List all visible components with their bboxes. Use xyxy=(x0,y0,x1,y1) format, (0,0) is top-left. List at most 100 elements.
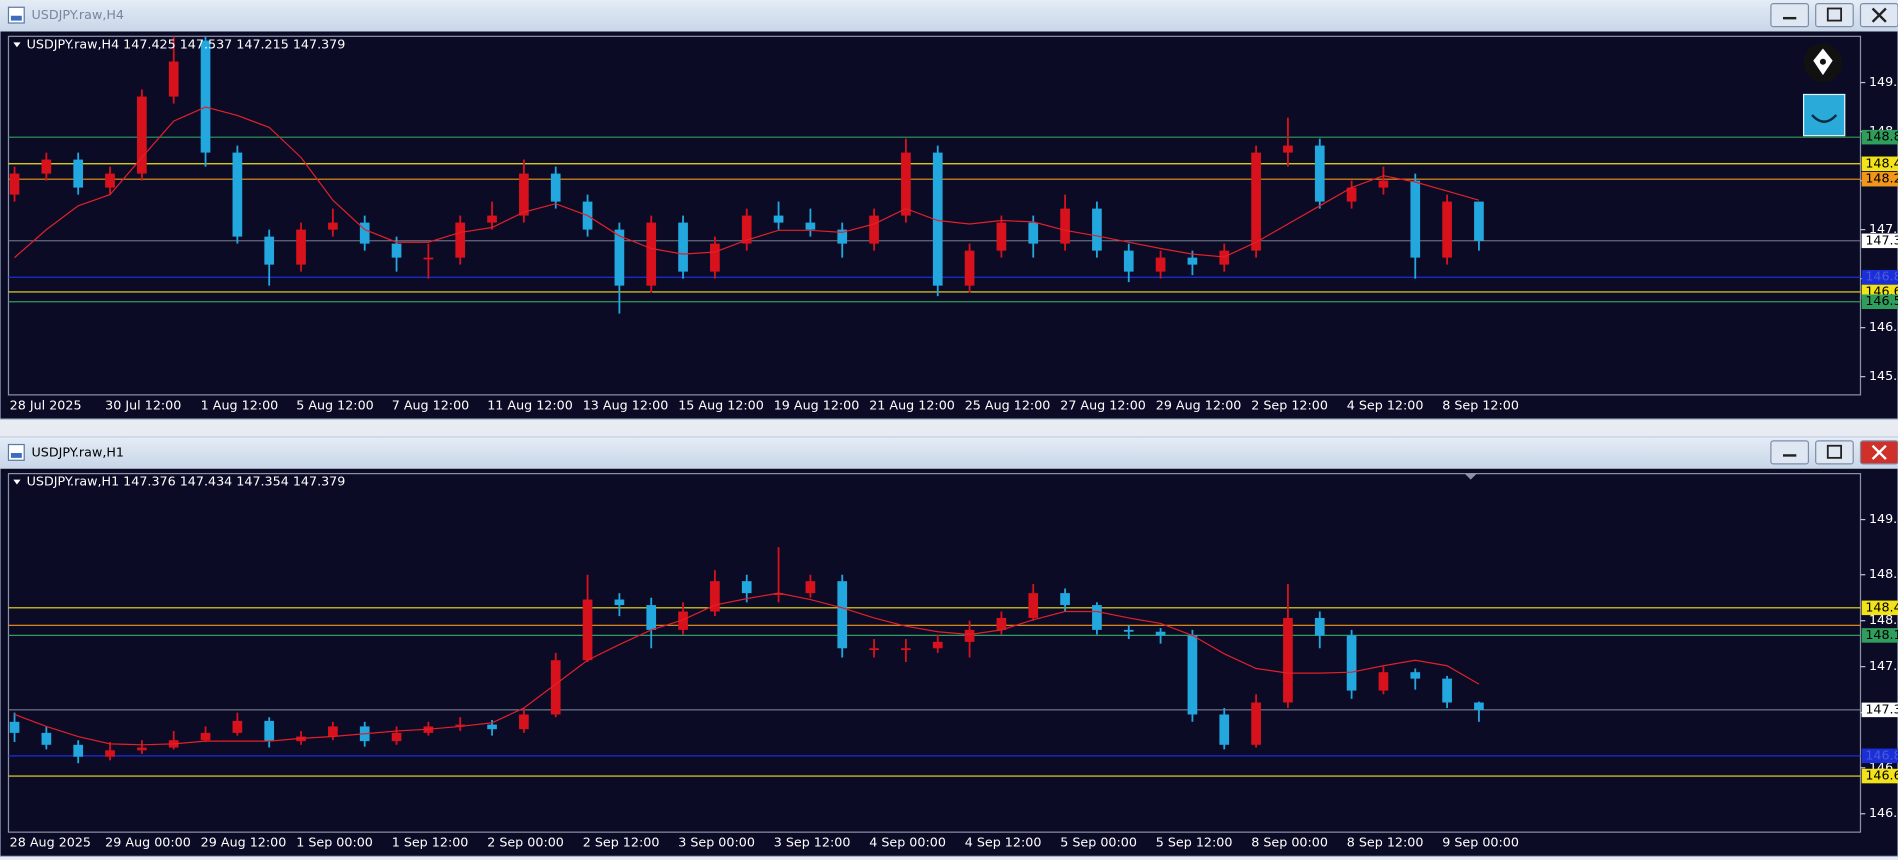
minimize-button[interactable] xyxy=(1770,440,1810,465)
candle-body xyxy=(964,629,975,642)
candle-body xyxy=(1378,180,1389,188)
candle-body xyxy=(1346,635,1357,691)
candle-body xyxy=(1219,714,1230,745)
x-tick-label: 1 Aug 12:00 xyxy=(201,397,279,412)
info-arrow xyxy=(13,42,21,48)
candle-body xyxy=(805,581,816,594)
level-label: 146.8 xyxy=(1865,269,1898,284)
chart-info: USDJPY.raw,H1 147.376 147.434 147.354 14… xyxy=(27,474,346,489)
y-tick-label: 149.6 xyxy=(1869,74,1898,89)
title-bar xyxy=(0,437,1898,469)
candle-body xyxy=(1187,257,1198,265)
x-tick-label: 2 Sep 00:00 xyxy=(487,835,564,850)
moving-average xyxy=(14,106,1480,259)
candle-body xyxy=(41,159,52,174)
plot-content xyxy=(8,547,1861,777)
candle-body xyxy=(646,222,657,286)
candle-body xyxy=(200,732,211,741)
candle-body xyxy=(1060,208,1070,244)
y-tick-label: 148.8 xyxy=(1869,566,1898,581)
chart-info: USDJPY.raw,H4 147.425 147.537 147.215 14… xyxy=(27,36,346,51)
candle-body xyxy=(1410,180,1421,258)
candle-body xyxy=(1123,629,1134,632)
x-tick-label: 5 Aug 12:00 xyxy=(296,397,374,412)
candle-body xyxy=(359,222,370,244)
x-tick-label: 19 Aug 12:00 xyxy=(774,397,860,412)
minimize-glyph xyxy=(1783,454,1797,457)
x-tick-label: 3 Sep 12:00 xyxy=(774,835,851,850)
x-tick-label: 28 Jul 2025 xyxy=(10,397,82,412)
candle-body xyxy=(200,40,211,153)
candle-body xyxy=(1028,222,1039,244)
candle-body xyxy=(1378,672,1389,691)
x-tick-label: 13 Aug 12:00 xyxy=(583,397,669,412)
candle-body xyxy=(550,173,561,202)
x-tick-label: 8 Sep 12:00 xyxy=(1442,397,1519,412)
plot-content xyxy=(8,36,1861,314)
candle-body xyxy=(264,720,275,742)
moving-average xyxy=(14,592,1480,746)
candle-body xyxy=(614,229,625,286)
maximize-button[interactable] xyxy=(1815,3,1854,28)
candle-body xyxy=(1474,201,1484,241)
candle-body xyxy=(519,173,529,216)
scroll-marker xyxy=(1464,473,1477,480)
trader-icon[interactable] xyxy=(1802,93,1846,137)
x-tick-label: 15 Aug 12:00 xyxy=(678,397,764,412)
level-label-box xyxy=(1861,768,1898,784)
x-tick-label: 25 Aug 12:00 xyxy=(965,397,1051,412)
level-label-box xyxy=(1861,156,1898,172)
close-glyph xyxy=(1871,7,1887,23)
candle-body xyxy=(646,605,657,630)
level-label-box xyxy=(1861,628,1898,643)
candle-body xyxy=(328,222,338,230)
minimize-button[interactable] xyxy=(1770,3,1810,28)
maximize-glyph xyxy=(1826,444,1843,459)
window-icon-bar xyxy=(10,453,22,458)
candle-body xyxy=(9,173,20,195)
candle-body xyxy=(1283,617,1293,703)
candle-body xyxy=(678,611,688,630)
candle-body xyxy=(232,152,243,237)
candle-body xyxy=(1346,187,1357,202)
x-tick-label: 7 Aug 12:00 xyxy=(392,397,470,412)
candle-body xyxy=(105,750,115,757)
candle-body xyxy=(869,648,879,651)
candle-body xyxy=(168,61,179,97)
level-label: 146.5 xyxy=(1865,293,1898,308)
candle-body xyxy=(773,593,784,595)
x-tick-label: 8 Sep 00:00 xyxy=(1251,835,1328,850)
candle-body xyxy=(741,215,752,244)
price-label: 147.3 xyxy=(1865,701,1898,716)
candle-body xyxy=(805,222,816,230)
info-arrow xyxy=(13,479,21,485)
y-tick-label: 146.1 xyxy=(1869,319,1898,334)
candle-body xyxy=(391,732,402,742)
candle-body xyxy=(73,744,84,757)
candle-body xyxy=(1155,257,1166,272)
maximize-glyph xyxy=(1826,7,1843,22)
candle-body xyxy=(773,215,784,223)
window-title: USDJPY.raw,H1 xyxy=(31,445,124,460)
maximize-button[interactable] xyxy=(1815,440,1854,465)
level-label-box xyxy=(1861,171,1898,187)
candle-body xyxy=(455,724,466,727)
candle-body xyxy=(391,243,402,258)
candle-body xyxy=(1442,201,1452,258)
x-tick-label: 9 Sep 00:00 xyxy=(1442,835,1519,850)
level-label-box xyxy=(1861,294,1898,310)
candle-body xyxy=(710,581,720,612)
window-icon xyxy=(7,443,25,461)
candle-body xyxy=(9,721,20,733)
candle-body xyxy=(137,747,147,751)
y-tick-label: 145.4 xyxy=(1869,368,1898,383)
candle-body xyxy=(741,581,752,594)
candle-body xyxy=(550,660,561,715)
candle-body xyxy=(1410,672,1421,679)
level-label-box xyxy=(1861,129,1898,145)
x-tick-label: 5 Sep 00:00 xyxy=(1060,835,1137,850)
candle-body xyxy=(901,648,911,651)
level-label: 148.4 xyxy=(1865,155,1898,170)
level-label: 146.8 xyxy=(1865,747,1898,762)
